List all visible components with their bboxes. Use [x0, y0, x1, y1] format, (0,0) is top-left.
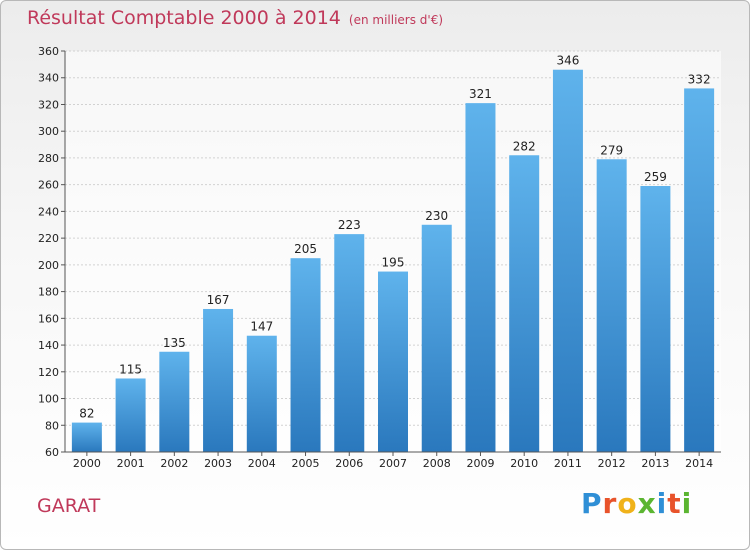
logo-letter: r — [602, 487, 618, 520]
chart-title: Résultat Comptable 2000 à 2014 (en millie… — [27, 7, 443, 29]
x-tick-label: 2013 — [641, 457, 669, 470]
x-tick-label: 2002 — [160, 457, 188, 470]
bar — [290, 258, 321, 452]
y-tick-label: 260 — [38, 179, 59, 192]
value-label: 282 — [513, 139, 536, 153]
x-tick-label: 2010 — [510, 457, 538, 470]
value-label: 259 — [644, 170, 667, 184]
value-label: 321 — [469, 87, 492, 101]
y-tick-label: 140 — [38, 339, 59, 352]
y-tick-label: 80 — [45, 419, 59, 432]
value-label: 223 — [338, 218, 361, 232]
x-tick-label: 2007 — [379, 457, 407, 470]
bar — [552, 69, 583, 453]
bar — [421, 224, 452, 452]
x-tick-label: 2009 — [466, 457, 494, 470]
y-tick-label: 320 — [38, 98, 59, 111]
bar — [334, 234, 365, 452]
value-label: 279 — [600, 143, 623, 157]
value-label: 147 — [250, 320, 273, 334]
bar — [203, 308, 234, 452]
y-tick-label: 300 — [38, 125, 59, 138]
y-tick-label: 120 — [38, 366, 59, 379]
y-tick-label: 60 — [45, 446, 59, 459]
bar — [115, 378, 146, 452]
y-tick-label: 340 — [38, 72, 59, 85]
x-tick-label: 2005 — [292, 457, 320, 470]
value-labels: 82 115 135 167 147 205 223 195 230 321 282 346 279 25… — [79, 54, 710, 421]
chart-subtitle: (en milliers d'€) — [348, 13, 444, 27]
bar — [640, 186, 671, 452]
value-label: 82 — [79, 407, 94, 421]
y-tick-label: 360 — [38, 45, 59, 58]
logo-letter: x — [637, 487, 657, 520]
logo-letter: P — [581, 487, 603, 520]
x-tick-label: 2000 — [73, 457, 101, 470]
y-tick-label: 180 — [38, 286, 59, 299]
bar — [465, 103, 496, 452]
bar — [246, 335, 277, 452]
value-label: 230 — [425, 209, 448, 223]
x-tick-label: 2001 — [117, 457, 145, 470]
value-label: 205 — [294, 242, 317, 256]
bar — [509, 155, 540, 452]
value-label: 115 — [119, 362, 142, 376]
axes: 60 80 100 120 140 160 180 200 220 240 260 280 300 320… — [38, 45, 721, 470]
bar — [159, 351, 190, 452]
logo-letter: i — [656, 487, 668, 520]
value-label: 195 — [382, 256, 405, 270]
logo-letter: t — [667, 487, 682, 520]
x-tick-label: 2006 — [335, 457, 363, 470]
x-tick-label: 2008 — [423, 457, 451, 470]
bar — [378, 271, 408, 452]
y-tick-label: 220 — [38, 232, 59, 245]
x-tick-label: 2004 — [248, 457, 276, 470]
x-tick-label: 2012 — [598, 457, 626, 470]
x-tick-label: 2003 — [204, 457, 232, 470]
y-tick-label: 240 — [38, 205, 59, 218]
x-tick-label: 2011 — [554, 457, 582, 470]
bar — [596, 159, 627, 452]
y-tick-label: 200 — [38, 259, 59, 272]
x-tick-label: 2014 — [685, 457, 713, 470]
value-label: 332 — [688, 72, 711, 86]
chart-title-text: Résultat Comptable 2000 à 2014 — [27, 7, 341, 29]
value-label: 135 — [163, 336, 186, 350]
bar — [71, 422, 102, 452]
y-tick-label: 100 — [38, 393, 59, 406]
value-label: 346 — [556, 54, 579, 68]
commune-name: GARAT — [37, 495, 101, 517]
value-label: 167 — [207, 293, 230, 307]
y-tick-label: 280 — [38, 152, 59, 165]
proxiti-logo: Proxiti — [581, 487, 692, 520]
logo-letter: o — [617, 487, 638, 520]
logo-letter: i — [681, 487, 693, 520]
bars — [71, 69, 715, 453]
y-tick-label: 160 — [38, 312, 59, 325]
bar — [684, 88, 715, 452]
